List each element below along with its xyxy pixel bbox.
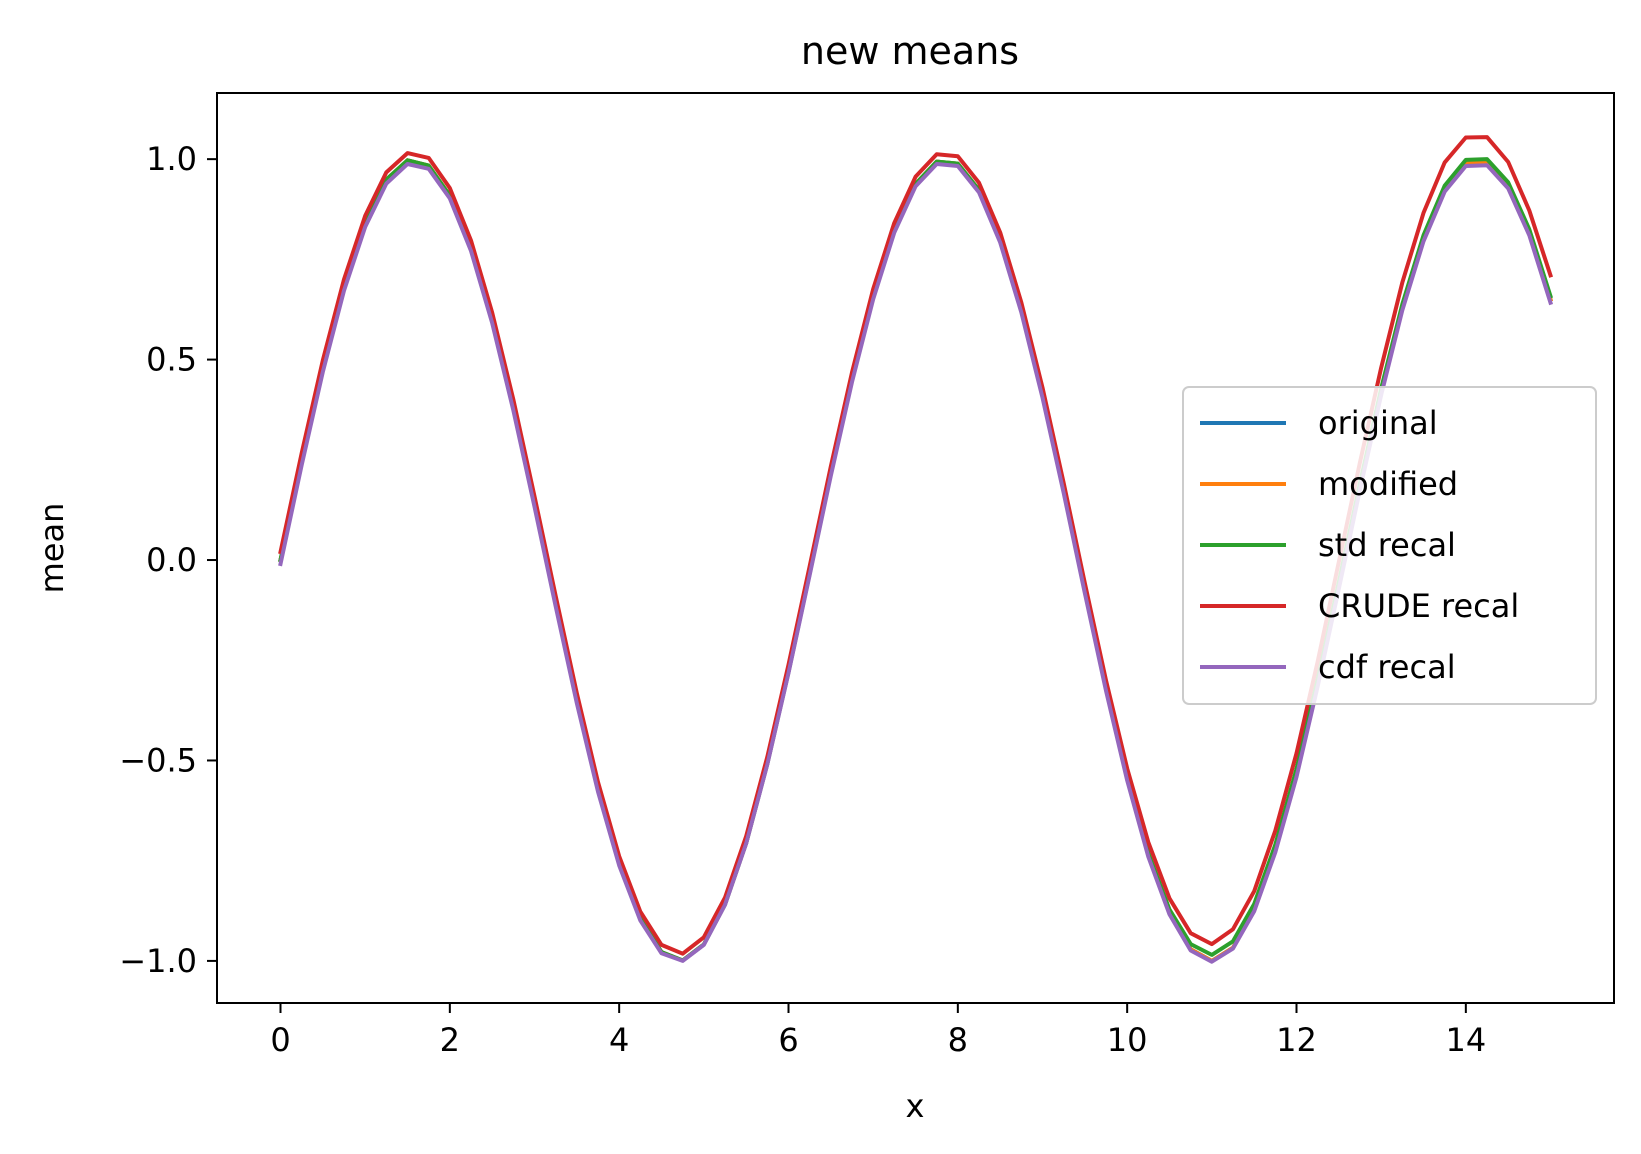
x-tick-label: 0 (270, 1021, 290, 1059)
legend-label-1: modified (1318, 465, 1458, 503)
y-tick-label: 0.0 (146, 541, 197, 579)
x-tick-label: 6 (778, 1021, 798, 1059)
y-tick-label: −1.0 (119, 942, 197, 980)
x-tick-label: 8 (948, 1021, 968, 1059)
axes-frame (216, 92, 1615, 1004)
legend-box (1182, 386, 1597, 705)
legend-label-3: CRUDE recal (1318, 587, 1519, 625)
x-tick-label: 4 (609, 1021, 629, 1059)
x-tick-label: 2 (440, 1021, 460, 1059)
chart-title: new means (801, 29, 1019, 73)
y-tick-label: −0.5 (119, 741, 197, 779)
x-tick-label: 10 (1107, 1021, 1148, 1059)
y-tick-label: 0.5 (146, 341, 197, 379)
y-axis-ticks: −1.0 −0.5 0.0 0.5 1.0 (119, 140, 217, 980)
legend: original modified std recal CRUDE recal cdf … (1182, 386, 1597, 705)
x-tick-label: 12 (1276, 1021, 1317, 1059)
x-tick-label: 14 (1445, 1021, 1486, 1059)
legend-label-0: original (1318, 404, 1438, 442)
y-axis-label: mean (33, 503, 71, 594)
y-tick-label: 1.0 (146, 140, 197, 178)
legend-label-4: cdf recal (1318, 648, 1456, 686)
legend-label-2: std recal (1318, 526, 1456, 564)
x-axis-label: x (906, 1087, 925, 1125)
x-axis-ticks: 0 2 4 6 8 10 12 14 (270, 1003, 1486, 1059)
